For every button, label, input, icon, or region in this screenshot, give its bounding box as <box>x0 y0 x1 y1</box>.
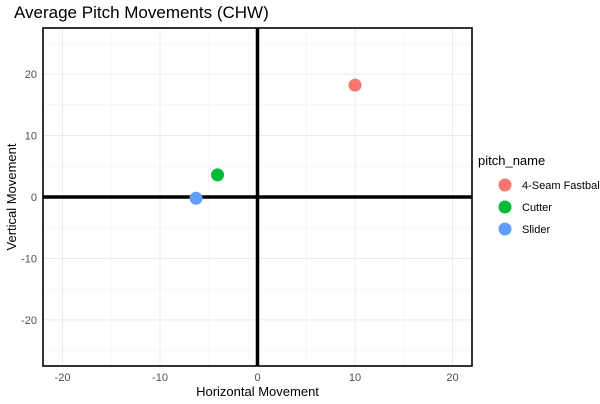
chart-title: Average Pitch Movements (CHW) <box>14 3 269 22</box>
x-tick-label: 20 <box>446 372 458 384</box>
y-tick-label: 0 <box>31 192 37 204</box>
legend-title: pitch_name <box>478 153 545 168</box>
data-point <box>211 168 225 182</box>
y-axis-label: Vertical Movement <box>4 143 19 250</box>
panel-border <box>42 27 473 367</box>
legend-label: Cutter <box>522 202 552 214</box>
x-tick-label: 0 <box>254 372 260 384</box>
legend-items: 4-Seam Fastball Cutter Slider <box>498 178 600 236</box>
legend-key <box>498 200 512 214</box>
legend-key <box>498 222 512 236</box>
x-tick-label: -10 <box>152 372 168 384</box>
legend-label: Slider <box>522 224 550 236</box>
axes <box>43 28 472 366</box>
legend-label: 4-Seam Fastball <box>522 180 600 192</box>
y-tick-label: -20 <box>21 315 37 327</box>
tick-labels: -20 -10 0 10 20 20 10 0 -10 -20 <box>21 69 459 384</box>
data-point <box>189 191 203 205</box>
y-tick-label: 20 <box>25 69 37 81</box>
y-tick-label: -10 <box>21 253 37 265</box>
data-point <box>348 78 362 92</box>
data-points <box>189 78 362 205</box>
legend: pitch_name 4-Seam Fastball Cutter Slider <box>478 153 600 236</box>
x-tick-label: -20 <box>55 372 71 384</box>
y-tick-label: 10 <box>25 131 37 143</box>
x-axis-label: Horizontal Movement <box>196 384 319 399</box>
x-tick-label: 10 <box>349 372 361 384</box>
legend-key <box>498 178 512 192</box>
